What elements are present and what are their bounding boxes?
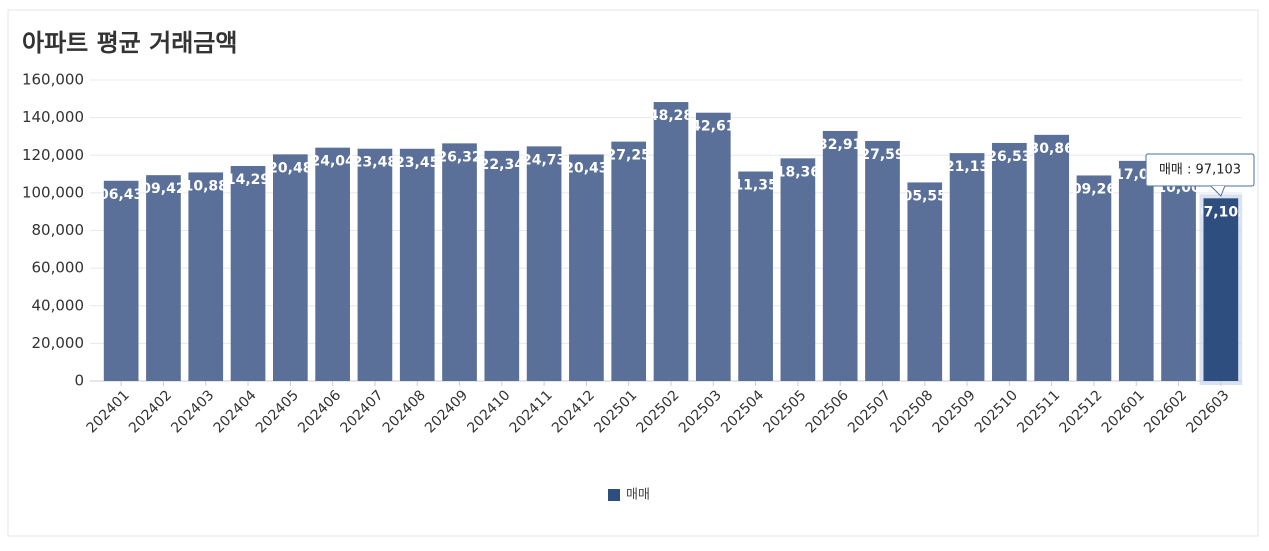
bar [484, 150, 520, 381]
bar [865, 140, 900, 381]
bar [822, 130, 858, 381]
value-label: 120,430 [555, 160, 619, 176]
y-tick-label: 0 [74, 372, 84, 390]
value-label: 142,610 [681, 119, 745, 135]
bar [188, 172, 224, 381]
value-label: 118,360 [766, 164, 830, 180]
bar [1161, 174, 1196, 381]
bar [399, 148, 435, 381]
legend-label: 매매 [626, 488, 650, 503]
bar [611, 141, 647, 381]
bar [949, 153, 985, 381]
y-tick-label: 60,000 [32, 259, 85, 277]
value-label: 111,350 [724, 178, 788, 194]
value-label: 97,103 [1194, 204, 1248, 220]
bar [442, 143, 477, 381]
y-tick-label: 20,000 [32, 334, 85, 352]
bar [907, 182, 943, 381]
bar [1034, 134, 1070, 381]
value-label: 148,280 [639, 108, 703, 124]
y-tick-label: 80,000 [32, 221, 85, 239]
bar [569, 154, 604, 381]
value-label: 109,260 [1062, 181, 1126, 197]
value-label: 132,910 [808, 137, 872, 153]
value-label: 127,250 [597, 148, 661, 164]
bar [272, 154, 308, 381]
value-label: 126,320 [428, 149, 492, 165]
y-tick-label: 160,000 [22, 71, 84, 89]
value-label: 121,130 [935, 159, 999, 175]
tooltip [1145, 153, 1255, 187]
bar [1203, 198, 1239, 381]
bar [780, 158, 816, 381]
tooltip-pointer [1210, 185, 1226, 197]
bar [1118, 160, 1154, 381]
value-label: 114,290 [216, 172, 280, 188]
legend-swatch [608, 489, 620, 501]
value-label: 120,480 [258, 160, 322, 176]
bar [695, 112, 731, 381]
tooltip-text: 매매 : 97,103 [1159, 163, 1241, 178]
bar [526, 146, 562, 381]
bar [653, 102, 689, 381]
bar [992, 142, 1027, 381]
bar [357, 148, 393, 381]
y-tick-label: 140,000 [22, 108, 84, 126]
bar [146, 175, 181, 381]
bar [103, 180, 139, 381]
value-label: 109,420 [132, 181, 196, 197]
value-label: 130,860 [1020, 141, 1084, 157]
value-label: 124,040 [301, 154, 365, 170]
y-tick-label: 40,000 [32, 296, 85, 314]
value-label: 123,480 [343, 155, 407, 171]
value-label: 105,550 [893, 188, 957, 204]
value-label: 110,880 [174, 178, 238, 194]
bar [1076, 175, 1112, 381]
y-tick-label: 100,000 [22, 183, 84, 201]
bar [230, 165, 266, 381]
bar [315, 147, 350, 381]
value-label: 126,530 [977, 149, 1041, 165]
value-label: 106,430 [89, 187, 153, 203]
value-label: 123,450 [385, 155, 449, 171]
bar [738, 171, 773, 381]
value-label: 122,340 [470, 157, 534, 173]
chart-title: 아파트 평균 거래금액 [22, 29, 237, 57]
value-label: 127,590 [851, 147, 915, 163]
value-label: 124,730 [512, 152, 576, 168]
y-tick-label: 120,000 [22, 146, 84, 164]
